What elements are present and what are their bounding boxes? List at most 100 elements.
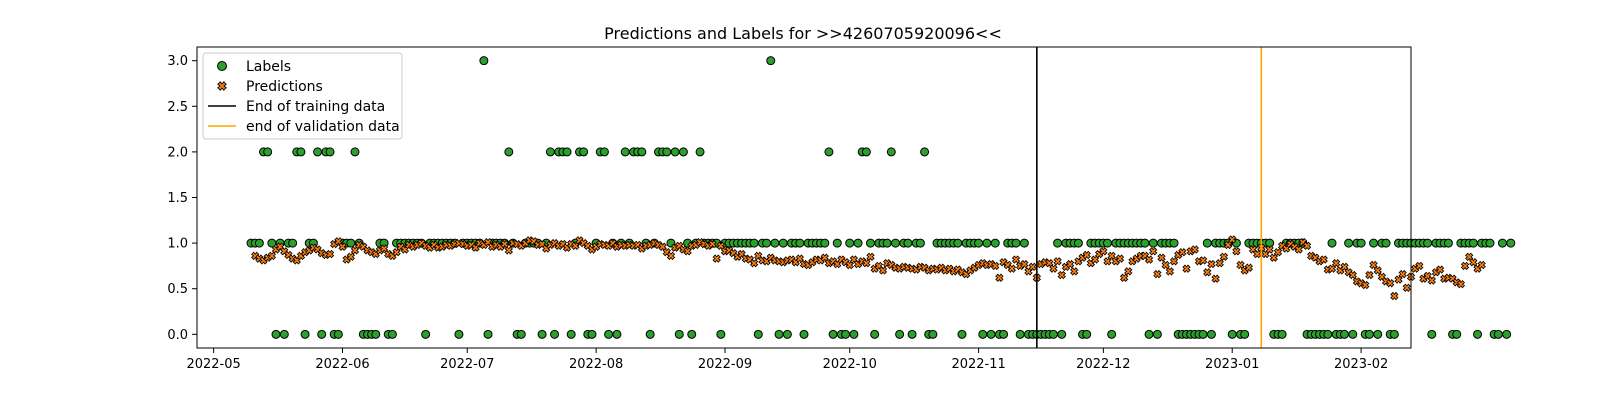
label-point [662,147,672,157]
prediction-point [1435,265,1445,274]
label-point [604,329,614,339]
prediction-point [379,244,389,253]
label-point [1443,238,1453,248]
label-point [799,329,809,339]
prediction-point [708,239,717,249]
label-point [296,147,306,157]
prediction-point [1236,260,1245,270]
label-point [853,238,863,248]
label-point [1389,329,1399,339]
label-point [1103,238,1112,248]
prediction-point [670,243,680,252]
prediction-point [1232,247,1241,256]
label-point [1011,238,1021,248]
prediction-point [1415,261,1424,271]
label-point [263,147,273,157]
legend-end-training-text: End of training data [246,99,385,115]
prediction-point [949,267,958,276]
label-point [550,329,560,339]
label-point [1381,238,1391,248]
label-point [882,238,892,248]
y-axis: 0.0 0.5 1.0 1.5 2.0 2.5 3.0 [167,54,197,343]
legend-box [202,52,403,140]
label-point [974,238,984,248]
prediction-point [1460,261,1470,271]
label-point [479,56,489,66]
label-point [1493,329,1503,339]
label-point [687,329,697,339]
prediction-point [1203,268,1212,277]
prediction-point [1302,241,1312,251]
prediction-point [1115,254,1125,263]
prediction-point [895,264,904,273]
y-tick-label: 2.5 [167,100,188,115]
label-point [1227,329,1237,339]
prediction-point [941,266,950,275]
label-point [1152,329,1162,339]
prediction-point [350,246,360,255]
prediction-point [438,242,447,251]
label-point [1356,238,1366,248]
prediction-point [504,246,514,255]
prediction-point [932,265,942,274]
label-point [670,147,680,157]
prediction-point [1144,255,1154,264]
label-point [1144,329,1154,339]
prediction-point [1161,260,1170,270]
label-point [953,238,963,248]
label-point [1148,238,1158,248]
label-point [1240,329,1250,339]
label-point [1485,238,1495,248]
prediction-point [1169,257,1179,266]
prediction-point [1182,264,1191,273]
label-point [1082,329,1092,339]
prediction-point [1398,269,1407,279]
x-tick-label: 2022-09 [698,357,752,372]
x-axis: 2022-05 2022-06 2022-07 2022-08 2022-09 2022-… [186,348,1388,372]
label-point [845,238,855,248]
prediction-point [1340,262,1349,272]
prediction-point [995,273,1004,282]
prediction-point [1477,260,1486,270]
prediction-point [1149,247,1158,256]
label-point [1202,238,1212,248]
prediction-point [1153,269,1162,279]
prediction-point [712,254,721,263]
prediction-point [779,258,788,267]
prediction-point [974,260,983,270]
prediction-point [267,251,277,261]
x-tick-label: 2022-08 [569,357,623,372]
label-point [1348,329,1358,339]
y-tick-label: 1.5 [167,191,188,206]
label-point [1427,329,1437,339]
label-point [1468,238,1478,248]
label-point [841,329,851,339]
prediction-point [1402,283,1412,293]
prediction-point [554,241,563,251]
prediction-point [413,240,422,250]
legend-predictions-text: Predictions [246,79,323,95]
label-point [695,147,705,157]
label-point [986,329,996,339]
x-tick-label: 2022-10 [823,357,877,372]
label-point [254,238,264,248]
label-point [915,238,925,248]
prediction-point [1394,275,1403,284]
label-point [454,329,464,339]
chart-title: Predictions and Labels for >>42607059200… [604,24,1002,43]
label-point [1339,329,1349,339]
label-point [766,56,776,66]
prediction-point [1427,276,1436,285]
x-tick-label: 2023-02 [1334,357,1388,372]
prediction-point [1373,266,1382,275]
prediction-point [1020,259,1029,269]
label-point [612,329,622,339]
legend-predictions-marker [217,81,227,91]
prediction-point [1045,258,1054,268]
prediction-point [1386,279,1395,288]
label-point [620,147,630,157]
y-tick-label: 2.0 [167,145,188,160]
label-point [1048,329,1058,339]
label-point [1327,238,1337,248]
label-point [1369,238,1379,248]
